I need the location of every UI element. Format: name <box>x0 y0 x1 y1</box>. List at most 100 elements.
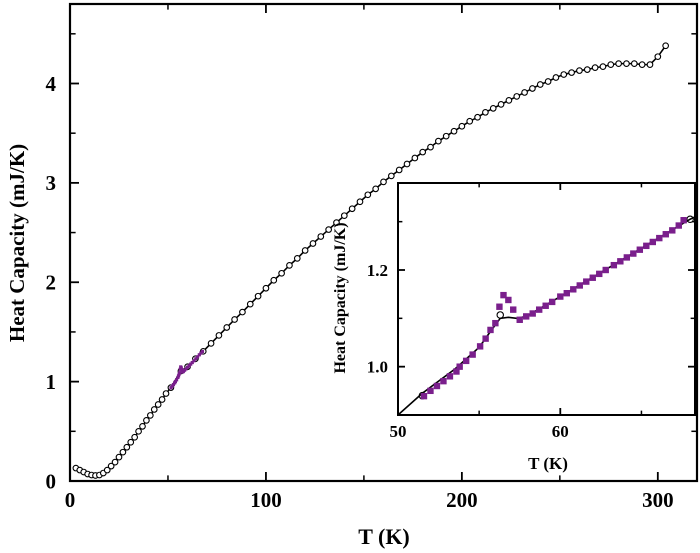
main-data-point-circle <box>286 262 293 269</box>
main-data-point-circle <box>301 247 309 254</box>
main-data-point-circle <box>536 81 544 88</box>
main-y-tick-label: 4 <box>46 72 57 96</box>
main-data-point-circle <box>466 117 474 125</box>
main-data-point-circle <box>111 458 119 466</box>
main-data-point-circle <box>568 69 575 76</box>
main-y-tick-label: 3 <box>46 171 57 195</box>
inset-data-point-square <box>649 238 657 246</box>
inset-data-point-square <box>662 231 669 238</box>
main-data-point-circle <box>489 104 497 112</box>
main-data-point-circle <box>246 300 254 308</box>
main-data <box>72 42 670 479</box>
main-data-point-circle <box>638 61 646 68</box>
inset-data-point-square <box>542 302 549 309</box>
inset-data-point-square <box>589 274 596 281</box>
inset-data-point-square <box>669 227 676 234</box>
main-data-point-circle <box>135 427 142 435</box>
inset-data <box>398 215 695 415</box>
inset-data-point-square <box>557 293 564 300</box>
inset-data-point-square <box>535 306 543 313</box>
inset-data-point-square <box>456 363 463 370</box>
main-data-point-circle <box>474 113 481 121</box>
main-data-point-circle <box>380 178 387 186</box>
main-data-point-circle <box>458 122 466 130</box>
main-data-point-circle <box>419 148 427 156</box>
main-data-point-circle <box>505 97 513 104</box>
main-data-point-circle <box>654 53 662 61</box>
main-data-point-circle <box>646 61 654 68</box>
inset-data-point-square <box>523 313 530 320</box>
main-data-point-circle <box>387 172 395 180</box>
main-data-point-circle <box>215 332 223 339</box>
inset-data-point-square <box>496 303 503 310</box>
main-data-point-circle <box>435 137 442 145</box>
inset-data-point-square <box>500 291 507 299</box>
main-data-point-circle <box>623 60 630 67</box>
main-data-point-circle <box>630 60 638 67</box>
main-data-point-square <box>184 367 188 371</box>
main-data-point-circle <box>239 308 246 316</box>
main-data-point-square <box>173 380 178 384</box>
main-data-point-circle <box>482 108 489 116</box>
main-data-point-circle <box>162 390 170 397</box>
main-data-point-circle <box>427 143 434 151</box>
main-data-point-circle <box>270 276 278 284</box>
main-y-tick-label: 0 <box>46 469 57 493</box>
inset-data-point-square <box>516 316 523 323</box>
main-data-point-square <box>194 357 198 361</box>
main-data-point-circle <box>583 66 591 73</box>
inset-data-point-square <box>602 266 609 274</box>
inset-data-point-square <box>469 351 476 358</box>
main-data-point-circle <box>131 433 139 441</box>
main-data-point-circle <box>544 78 552 85</box>
main-data-point-circle <box>599 63 607 70</box>
inset-data-point-square <box>492 319 499 327</box>
main-data-point-circle <box>442 132 450 140</box>
main-data-point-circle <box>348 205 356 213</box>
main-x-tick-label: 0 <box>65 488 76 512</box>
main-data-point-circle <box>143 417 150 424</box>
inset-data-point-square <box>446 373 454 380</box>
main-data-point-square <box>197 353 201 357</box>
inset-y-axis-label: Heat Capacity (mJ/K) <box>332 222 349 373</box>
inset-data-point-square <box>420 392 428 400</box>
main-data-point-circle <box>364 191 372 199</box>
main-data-point-circle <box>154 401 162 408</box>
inset-x-axis-label: T (K) <box>528 454 568 473</box>
inset-x-tick-label: 50 <box>390 422 407 441</box>
main-data-point-circle <box>309 240 317 247</box>
main-data-point-circle <box>293 255 301 262</box>
main-data-point-circle <box>560 71 568 78</box>
inset-data-point-square <box>576 282 583 289</box>
main-data-point-circle <box>529 85 536 92</box>
main-data-point-square <box>179 366 183 370</box>
inset-plot: 50 60 1.0 1.2 <box>367 182 696 441</box>
inset-y-tick-label: 1.2 <box>367 261 388 280</box>
inset-data-point-square <box>482 335 489 342</box>
main-data-point-circle <box>521 89 528 96</box>
inset-data-point-square <box>440 377 447 385</box>
main-data-point-circle <box>123 443 131 451</box>
inset-data-point-square <box>529 310 536 317</box>
main-data-point-circle <box>127 438 135 446</box>
inset-y-tick-label: 1.0 <box>367 358 388 377</box>
inset-data-point-square <box>630 250 637 257</box>
inset-data-point-square <box>510 306 517 313</box>
main-data-point-circle <box>576 67 583 74</box>
inset-data-point-square <box>675 222 682 229</box>
main-data-point-circle <box>278 269 285 277</box>
main-data-point-circle <box>158 396 166 403</box>
main-data-point-square <box>174 378 179 382</box>
main-data-point-circle <box>395 166 403 174</box>
inset-data-point-square <box>583 278 590 285</box>
main-data-point-circle <box>146 412 154 419</box>
main-data-point-square <box>178 371 182 375</box>
main-data-point-circle <box>497 101 505 108</box>
inset-x-tick-label: 60 <box>552 422 569 441</box>
main-data-point-circle <box>254 292 262 300</box>
inset-data-point-square <box>636 246 644 253</box>
main-data-point-circle <box>333 219 340 226</box>
main-data-point-circle <box>325 226 332 233</box>
main-data-point-circle <box>662 42 670 50</box>
